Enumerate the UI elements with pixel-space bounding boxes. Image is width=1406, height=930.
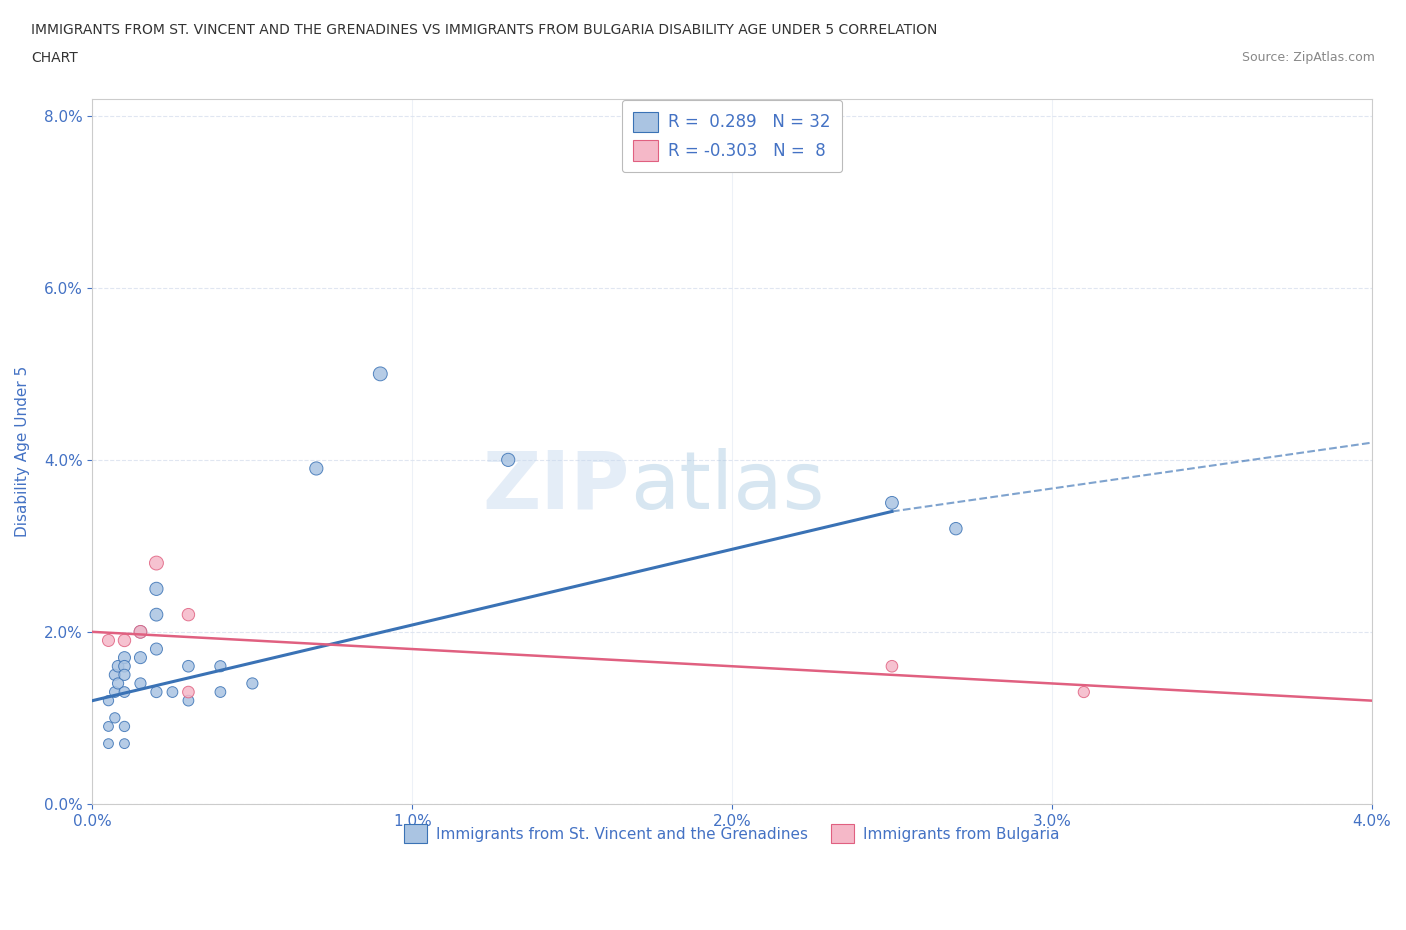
Point	[114, 737, 136, 751]
Point	[97, 737, 120, 751]
Point	[145, 642, 167, 657]
Point	[114, 633, 136, 648]
Point	[107, 658, 129, 673]
Point	[114, 684, 136, 699]
Point	[97, 693, 120, 708]
Text: atlas: atlas	[630, 447, 824, 525]
Point	[107, 676, 129, 691]
Text: ZIP: ZIP	[482, 447, 630, 525]
Point	[145, 555, 167, 570]
Y-axis label: Disability Age Under 5: Disability Age Under 5	[15, 365, 30, 537]
Point	[114, 650, 136, 665]
Point	[209, 684, 232, 699]
Point	[242, 676, 264, 691]
Point	[114, 668, 136, 683]
Point	[1073, 684, 1095, 699]
Point	[162, 684, 184, 699]
Point	[104, 668, 127, 683]
Point	[97, 633, 120, 648]
Point	[97, 719, 120, 734]
Point	[129, 676, 152, 691]
Point	[209, 658, 232, 673]
Point	[104, 711, 127, 725]
Point	[496, 452, 519, 467]
Point	[177, 607, 200, 622]
Point	[368, 366, 391, 381]
Text: Source: ZipAtlas.com: Source: ZipAtlas.com	[1241, 51, 1375, 64]
Point	[880, 658, 903, 673]
Point	[145, 607, 167, 622]
Point	[945, 521, 967, 536]
Point	[114, 719, 136, 734]
Point	[177, 684, 200, 699]
Legend: Immigrants from St. Vincent and the Grenadines, Immigrants from Bulgaria: Immigrants from St. Vincent and the Gren…	[398, 818, 1066, 849]
Point	[177, 693, 200, 708]
Text: CHART: CHART	[31, 51, 77, 65]
Point	[129, 650, 152, 665]
Point	[145, 581, 167, 596]
Point	[305, 461, 328, 476]
Point	[177, 658, 200, 673]
Point	[129, 624, 152, 639]
Point	[145, 684, 167, 699]
Point	[104, 684, 127, 699]
Point	[114, 658, 136, 673]
Point	[880, 496, 903, 511]
Point	[129, 624, 152, 639]
Text: IMMIGRANTS FROM ST. VINCENT AND THE GRENADINES VS IMMIGRANTS FROM BULGARIA DISAB: IMMIGRANTS FROM ST. VINCENT AND THE GREN…	[31, 23, 938, 37]
